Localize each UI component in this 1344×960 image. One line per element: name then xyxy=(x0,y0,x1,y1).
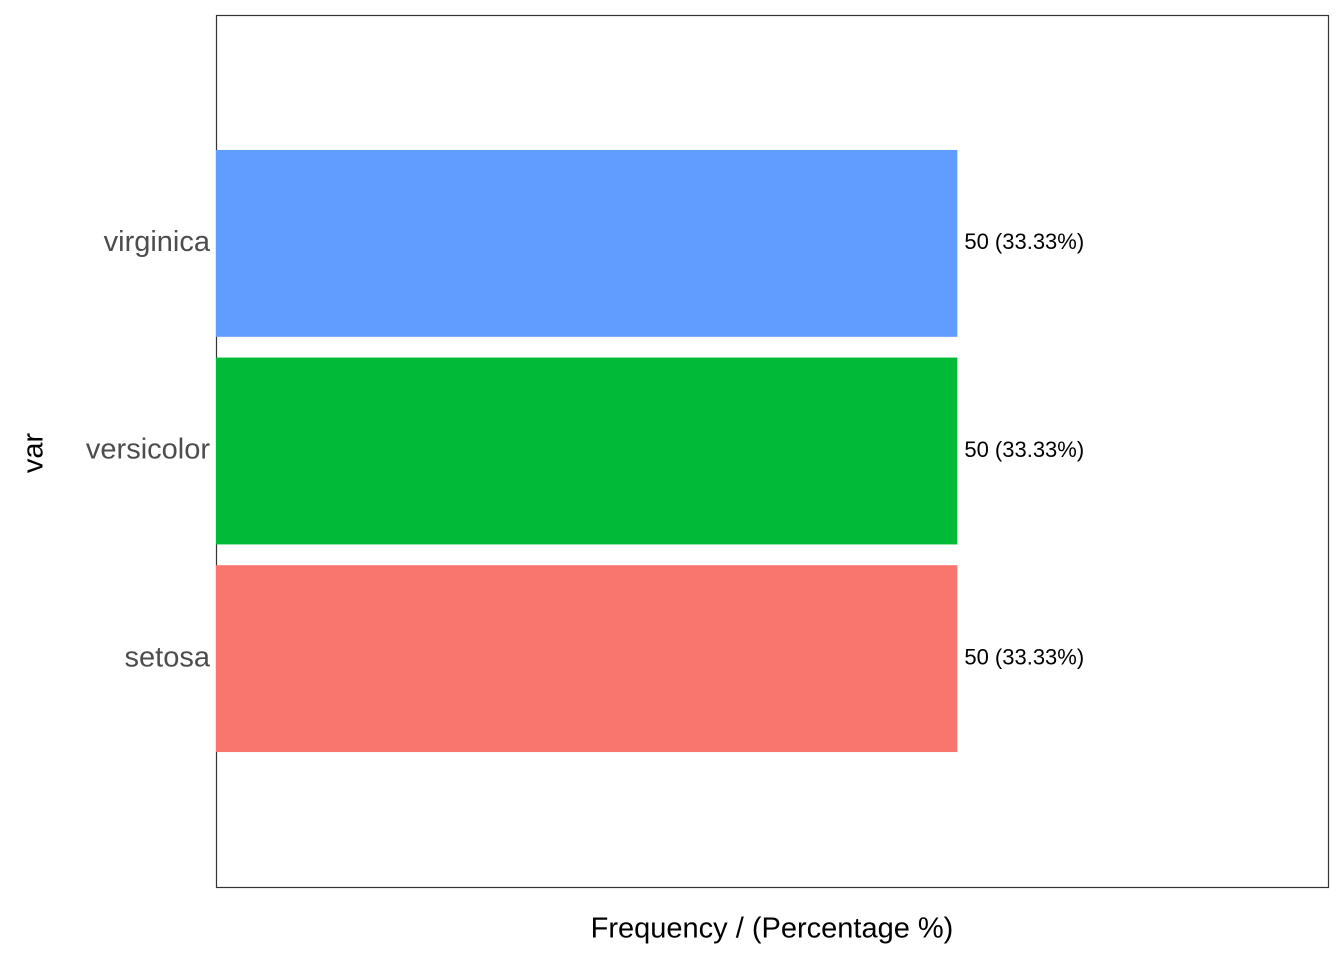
bar xyxy=(216,565,958,753)
y-tick-label: virginica xyxy=(104,226,211,258)
value-label: 50 (33.33%) xyxy=(964,644,1084,669)
value-label: 50 (33.33%) xyxy=(964,229,1084,254)
value-label: 50 (33.33%) xyxy=(964,437,1084,462)
x-axis-title: Frequency / (Percentage %) xyxy=(591,913,954,945)
y-tick-label: setosa xyxy=(125,641,211,673)
bar xyxy=(216,149,958,337)
y-tick-label: versicolor xyxy=(86,434,210,466)
y-axis-title: var xyxy=(18,433,50,474)
bar xyxy=(216,357,958,545)
